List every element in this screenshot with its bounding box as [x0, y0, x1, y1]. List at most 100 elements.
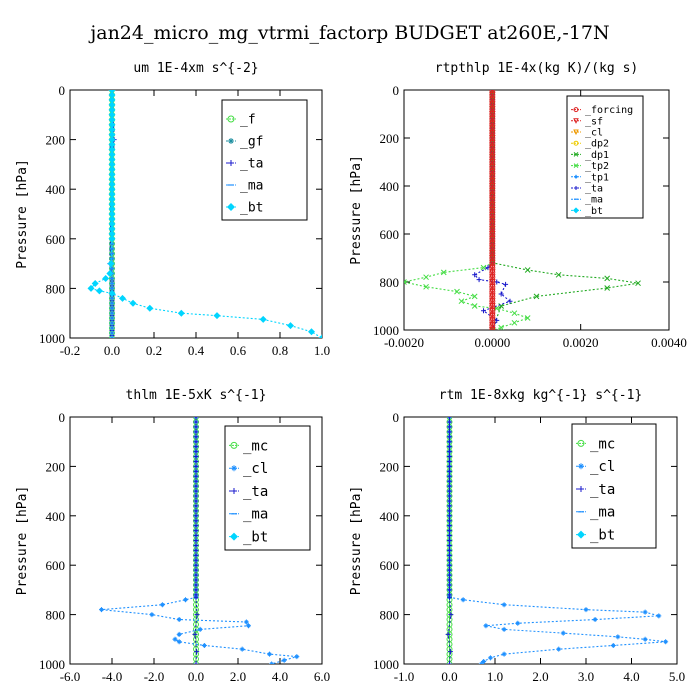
- x-tick-label: 2.0: [532, 669, 548, 684]
- data-point: [501, 602, 507, 608]
- data-point: [108, 205, 116, 213]
- data-point: [193, 449, 199, 455]
- y-tick-label: 0: [393, 83, 400, 98]
- data-point: [458, 298, 465, 305]
- data-point: [194, 612, 200, 618]
- data-point: [107, 260, 115, 268]
- data-point: [193, 508, 199, 514]
- x-tick-label: 1.0: [314, 343, 330, 358]
- data-point: [193, 577, 199, 583]
- data-point: [489, 312, 496, 320]
- data-point: [193, 542, 199, 548]
- x-tick-label: 6.0: [314, 669, 330, 684]
- data-point: [635, 280, 641, 287]
- legend-marker: [231, 465, 237, 472]
- data-point: [447, 493, 452, 499]
- data-point: [489, 111, 496, 118]
- data-point: [108, 175, 116, 183]
- data-point: [447, 582, 452, 588]
- legend-label: _dp2: [585, 139, 609, 150]
- data-point: [108, 155, 116, 163]
- panel-rtpthlp: rtpthlp 1E-4x(kg K)/(kg s) Pressure [hPa]…: [349, 61, 687, 350]
- legend-label: _cl: [590, 459, 615, 475]
- data-point: [176, 617, 182, 623]
- data-point: [447, 547, 452, 553]
- data-point: [447, 528, 452, 534]
- legend-marker: [573, 129, 579, 136]
- data-point: [193, 468, 199, 474]
- legend-marker: [573, 118, 579, 124]
- data-point: [447, 439, 452, 445]
- legend-label: _mc: [590, 436, 615, 452]
- legend: _mc _cl _ta _ma _bt: [571, 423, 657, 549]
- panel-title: rtm 1E-8xkg kg^{-1} s^{-1}: [439, 388, 643, 403]
- legend-label: _ma: [240, 179, 263, 194]
- series-group: [99, 417, 300, 664]
- y-tick-label: 400: [46, 509, 66, 524]
- data-point: [447, 458, 452, 464]
- data-point: [108, 180, 116, 188]
- data-point: [193, 478, 199, 484]
- data-point: [592, 617, 598, 623]
- data-point: [489, 245, 496, 253]
- data-point: [498, 291, 504, 297]
- data-point: [503, 281, 509, 287]
- data-point: [287, 322, 294, 330]
- x-tick-label: 0.8: [272, 343, 288, 358]
- data-point: [489, 216, 496, 224]
- data-point: [489, 106, 496, 113]
- y-tick-label: 800: [380, 608, 400, 623]
- data-point: [489, 125, 496, 133]
- data-point: [489, 101, 496, 109]
- x-tick-label: -2.0: [144, 669, 165, 684]
- data-point: [193, 528, 199, 534]
- data-point: [106, 270, 114, 278]
- data-point: [129, 299, 137, 307]
- data-point: [447, 587, 452, 593]
- legend-label: _mc: [243, 438, 268, 454]
- data-point: [604, 285, 611, 291]
- x-tick-label: 0.6: [230, 343, 247, 358]
- legend-marker: [228, 160, 234, 166]
- data-point: [489, 115, 496, 123]
- data-point: [487, 655, 493, 661]
- data-point: [108, 131, 116, 139]
- data-point: [172, 636, 178, 642]
- data-point: [108, 215, 116, 223]
- data-point: [447, 577, 452, 583]
- x-tick-label: -0.2: [60, 343, 81, 358]
- data-point: [555, 271, 562, 278]
- data-point: [447, 473, 452, 479]
- data-point: [472, 272, 478, 278]
- legend-label: _ta: [243, 484, 268, 500]
- legend: _f _gf _ta _ma _bt: [221, 99, 308, 221]
- series-group: [87, 90, 322, 338]
- legend-label: _ma: [585, 195, 603, 206]
- x-tick-label: -6.0: [60, 669, 81, 684]
- data-point: [489, 149, 496, 157]
- panel-rtm: rtm 1E-8xkg kg^{-1} s^{-1} Pressure [hPa]…: [349, 388, 685, 684]
- data-point: [281, 657, 287, 663]
- data-point: [524, 315, 531, 321]
- data-point: [489, 173, 496, 181]
- legend-label: _tp2: [585, 161, 609, 172]
- data-point: [108, 185, 116, 193]
- data-point: [604, 275, 611, 282]
- figure-title: jan24_micro_mg_vtrmi_factorp BUDGET at26…: [88, 22, 609, 44]
- data-point: [489, 274, 496, 281]
- data-point: [489, 327, 496, 330]
- data-point: [454, 288, 460, 295]
- x-tick-label: -0.0020: [384, 335, 424, 350]
- data-point: [318, 334, 322, 338]
- data-point: [489, 231, 496, 238]
- data-point: [423, 274, 429, 281]
- legend-label: _gf: [240, 135, 263, 150]
- legend-marker: [574, 186, 578, 190]
- data-point: [193, 493, 199, 499]
- data-point: [447, 483, 452, 489]
- legend: _mc _cl _ta _ma _bt: [224, 425, 311, 551]
- data-point: [243, 619, 249, 625]
- data-point: [642, 609, 648, 615]
- y-tick-label: 1000: [373, 657, 399, 672]
- data-point: [489, 144, 496, 152]
